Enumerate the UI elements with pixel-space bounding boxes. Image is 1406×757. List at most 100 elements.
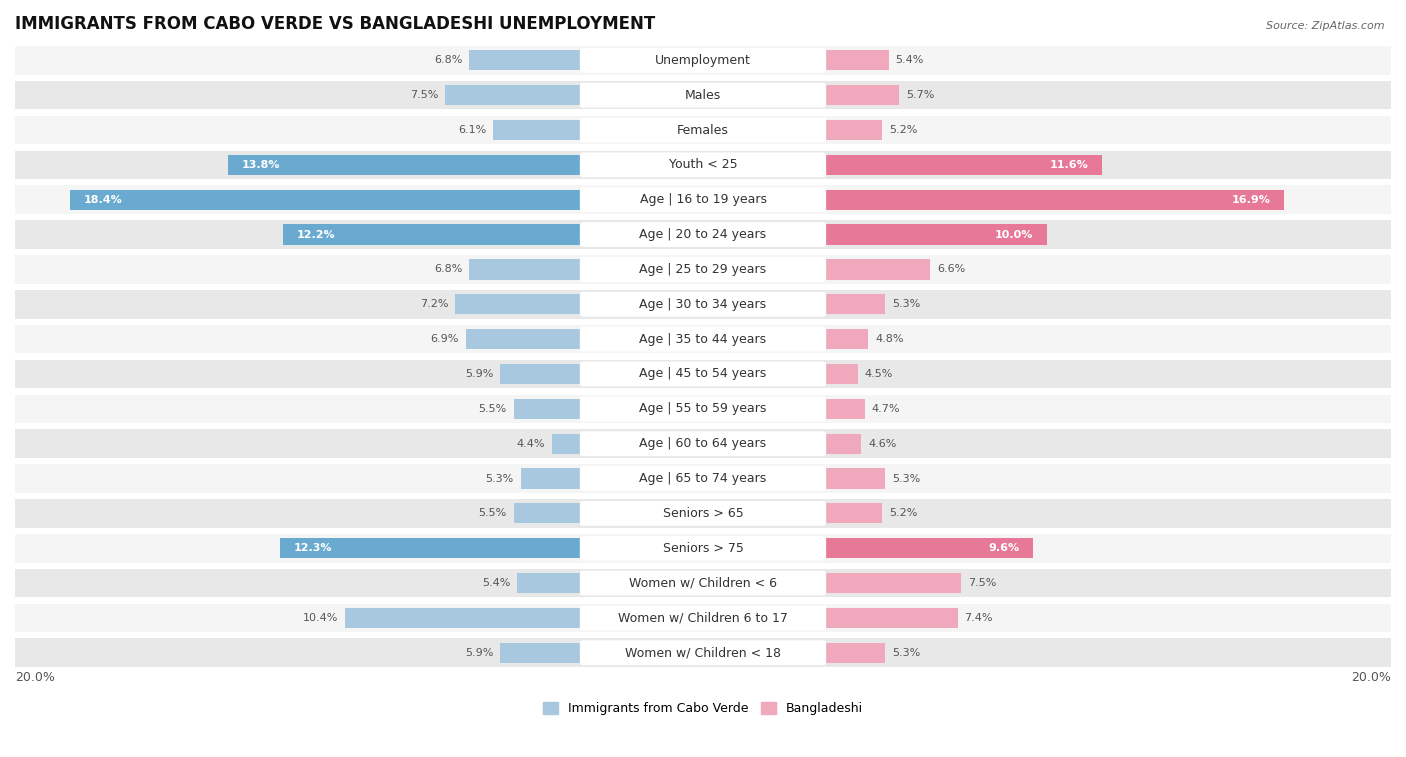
Text: 5.4%: 5.4% (482, 578, 510, 588)
Bar (15, 151, 1391, 179)
Text: 18.4%: 18.4% (84, 195, 122, 204)
Text: Males: Males (685, 89, 721, 101)
Text: Females: Females (678, 123, 728, 136)
Bar (446, 85, 703, 105)
Text: 4.4%: 4.4% (516, 438, 544, 449)
Bar (703, 50, 889, 70)
Text: 7.2%: 7.2% (420, 299, 449, 310)
Text: 5.4%: 5.4% (896, 55, 924, 65)
FancyBboxPatch shape (579, 327, 827, 351)
Text: Age | 65 to 74 years: Age | 65 to 74 years (640, 472, 766, 485)
Text: 6.9%: 6.9% (430, 334, 458, 344)
Bar (501, 643, 703, 663)
Legend: Immigrants from Cabo Verde, Bangladeshi: Immigrants from Cabo Verde, Bangladeshi (543, 702, 863, 715)
Bar (703, 294, 886, 314)
Bar (15, 220, 1391, 249)
Text: Women w/ Children < 18: Women w/ Children < 18 (626, 646, 780, 659)
Bar (15, 394, 1391, 423)
FancyBboxPatch shape (579, 362, 827, 386)
Bar (346, 608, 703, 628)
FancyBboxPatch shape (579, 257, 827, 282)
Text: IMMIGRANTS FROM CABO VERDE VS BANGLADESHI UNEMPLOYMENT: IMMIGRANTS FROM CABO VERDE VS BANGLADESH… (15, 15, 655, 33)
Text: 6.8%: 6.8% (434, 55, 463, 65)
FancyBboxPatch shape (579, 397, 827, 421)
FancyBboxPatch shape (579, 117, 827, 142)
Text: Seniors > 75: Seniors > 75 (662, 542, 744, 555)
Bar (703, 85, 898, 105)
Bar (703, 643, 886, 663)
Text: 10.0%: 10.0% (995, 229, 1033, 239)
Bar (703, 260, 929, 279)
Bar (470, 260, 703, 279)
Text: 7.4%: 7.4% (965, 613, 993, 623)
Text: 5.5%: 5.5% (478, 403, 508, 414)
Text: Source: ZipAtlas.com: Source: ZipAtlas.com (1267, 21, 1385, 31)
Text: Unemployment: Unemployment (655, 54, 751, 67)
Bar (494, 120, 703, 140)
Bar (703, 364, 858, 384)
Bar (703, 329, 868, 349)
Bar (703, 573, 960, 593)
Bar (15, 499, 1391, 528)
Text: Women w/ Children 6 to 17: Women w/ Children 6 to 17 (619, 612, 787, 625)
Bar (513, 503, 703, 524)
FancyBboxPatch shape (579, 606, 827, 631)
Bar (703, 469, 886, 488)
Text: Age | 45 to 54 years: Age | 45 to 54 years (640, 367, 766, 381)
Text: 5.2%: 5.2% (889, 125, 917, 135)
Text: 5.9%: 5.9% (465, 369, 494, 379)
Text: 5.2%: 5.2% (889, 509, 917, 519)
Text: 9.6%: 9.6% (988, 544, 1019, 553)
Text: Age | 25 to 29 years: Age | 25 to 29 years (640, 263, 766, 276)
Bar (15, 185, 1391, 214)
Text: 5.9%: 5.9% (465, 648, 494, 658)
Text: 5.3%: 5.3% (485, 474, 513, 484)
Text: 16.9%: 16.9% (1232, 195, 1271, 204)
Bar (280, 538, 703, 559)
Bar (703, 503, 882, 524)
Text: 4.7%: 4.7% (872, 403, 900, 414)
FancyBboxPatch shape (579, 466, 827, 491)
FancyBboxPatch shape (579, 501, 827, 526)
Text: 6.8%: 6.8% (434, 264, 463, 275)
Bar (15, 290, 1391, 319)
Bar (703, 189, 1284, 210)
Text: 5.3%: 5.3% (893, 299, 921, 310)
Text: 5.7%: 5.7% (905, 90, 935, 100)
Bar (501, 364, 703, 384)
Bar (15, 360, 1391, 388)
Text: Women w/ Children < 6: Women w/ Children < 6 (628, 577, 778, 590)
Bar (15, 46, 1391, 75)
FancyBboxPatch shape (579, 536, 827, 561)
Bar (70, 189, 703, 210)
Bar (465, 329, 703, 349)
Text: Seniors > 65: Seniors > 65 (662, 507, 744, 520)
Bar (703, 399, 865, 419)
Bar (228, 154, 703, 175)
Bar (513, 399, 703, 419)
FancyBboxPatch shape (579, 83, 827, 107)
Bar (284, 225, 703, 245)
Bar (15, 638, 1391, 667)
Bar (15, 116, 1391, 145)
FancyBboxPatch shape (579, 640, 827, 665)
Text: Age | 35 to 44 years: Age | 35 to 44 years (640, 332, 766, 346)
Text: Age | 55 to 59 years: Age | 55 to 59 years (640, 402, 766, 416)
Text: 5.3%: 5.3% (893, 474, 921, 484)
Text: Age | 60 to 64 years: Age | 60 to 64 years (640, 438, 766, 450)
FancyBboxPatch shape (579, 48, 827, 73)
FancyBboxPatch shape (579, 431, 827, 456)
Bar (15, 325, 1391, 354)
FancyBboxPatch shape (579, 292, 827, 316)
Bar (703, 538, 1033, 559)
Bar (15, 429, 1391, 458)
Bar (15, 81, 1391, 110)
FancyBboxPatch shape (579, 222, 827, 247)
Text: 11.6%: 11.6% (1049, 160, 1088, 170)
Text: Age | 30 to 34 years: Age | 30 to 34 years (640, 298, 766, 311)
Bar (703, 225, 1047, 245)
Bar (551, 434, 703, 453)
Bar (703, 434, 862, 453)
Text: 10.4%: 10.4% (302, 613, 339, 623)
Text: 7.5%: 7.5% (967, 578, 997, 588)
